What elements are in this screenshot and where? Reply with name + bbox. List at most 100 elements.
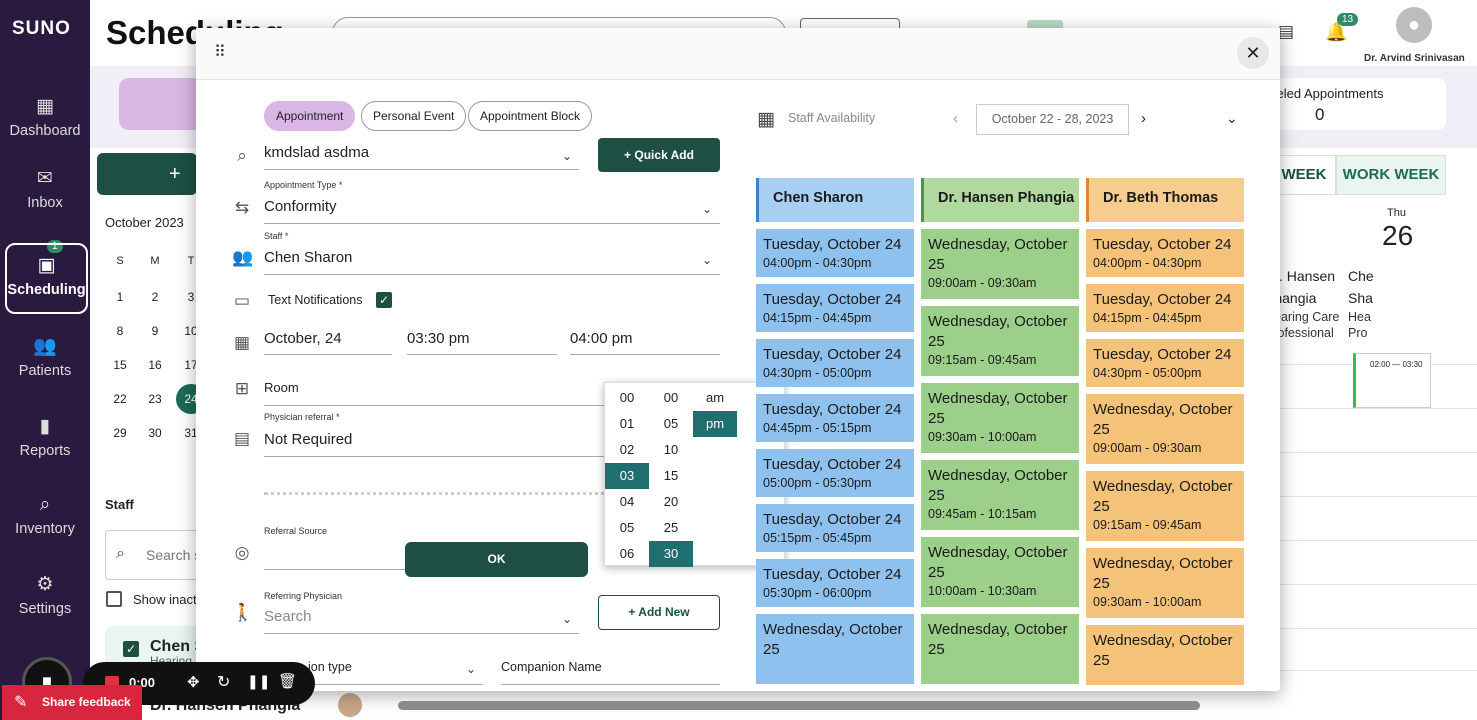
calendar-day[interactable]: 9 [151,324,159,338]
sidebar-item-inbox[interactable]: ✉ Inbox [0,168,90,211]
hour-option[interactable]: 03 [605,463,649,489]
availability-slot[interactable]: Tuesday, October 24 05:00pm - 05:30pm [756,449,914,497]
chevron-down-icon[interactable]: ⌄ [702,202,713,216]
companion-name-input[interactable]: Companion Name [501,660,720,685]
availability-slot[interactable]: Tuesday, October 24 04:15pm - 04:45pm [1086,284,1244,332]
calendar-day[interactable]: 1 [116,290,124,304]
chevron-down-icon[interactable]: ⌄ [562,149,573,163]
document-icon[interactable]: ▤ [1278,22,1295,41]
availability-slot[interactable]: Wednesday, October 25 09:15am - 09:45am [1086,471,1244,541]
availability-slot[interactable]: Wednesday, October 25 [921,614,1079,684]
tab-week[interactable]: WEEK [1272,155,1336,195]
chevron-down-icon[interactable]: ⌄ [1226,110,1238,126]
appointment-type-select[interactable]: Conformity [264,198,720,224]
availability-slot[interactable]: Tuesday, October 24 05:30pm - 06:00pm [756,559,914,607]
hour-option[interactable]: 02 [619,442,635,457]
availability-slot[interactable]: Tuesday, October 24 05:15pm - 05:45pm [756,504,914,552]
date-input[interactable]: October, 24 [264,330,392,355]
staff-checkbox[interactable]: ✓ [123,641,139,657]
sidebar-item-settings[interactable]: ⚙ Settings [0,574,90,617]
ampm-option[interactable]: am [705,390,725,405]
availability-slot[interactable]: Tuesday, October 24 04:15pm - 04:45pm [756,284,914,332]
availability-slot[interactable]: Tuesday, October 24 04:00pm - 04:30pm [756,229,914,277]
availability-slot[interactable]: Wednesday, October 25 09:00am - 09:30am [921,229,1079,299]
quick-add-button[interactable]: + Quick Add [598,138,720,172]
hour-option[interactable]: 01 [619,416,635,431]
calendar-day[interactable]: 2 [151,290,159,304]
staff-select[interactable]: Chen Sharon [264,249,720,275]
calendar-day[interactable]: 17 [184,358,198,372]
physician-referral-select[interactable]: Not Required [264,431,720,457]
trash-icon[interactable]: 🗑 [278,673,298,690]
date-range-field[interactable]: October 22 - 28, 2023 [976,104,1129,135]
availability-slot[interactable]: Wednesday, October 25 09:45am - 10:15am [921,460,1079,530]
minute-option[interactable]: 00 [663,390,679,405]
sidebar-item-dashboard[interactable]: ▦ Dashboard [0,96,90,139]
hour-option[interactable]: 06 [619,546,635,561]
availability-slot[interactable]: Wednesday, October 25 [1086,625,1244,685]
tab-appointment[interactable]: Appointment [264,101,356,131]
hour-option[interactable]: 05 [619,520,635,535]
minute-option[interactable]: 25 [663,520,679,535]
calendar-day[interactable]: 22 [113,392,127,406]
chevron-left-icon[interactable]: ‹ [953,110,958,127]
chevron-down-icon[interactable]: ⌄ [466,662,477,676]
text-notifications-checkbox[interactable]: ✓ [376,292,392,308]
availability-slot[interactable]: Tuesday, October 24 04:45pm - 05:15pm [756,394,914,442]
minute-option[interactable]: 30 [649,541,693,567]
calendar-day[interactable]: 10 [184,324,198,338]
availability-slot[interactable]: Wednesday, October 25 [756,614,914,684]
add-new-button[interactable]: + Add New [598,595,720,630]
availability-slot[interactable]: Wednesday, October 25 09:00am - 09:30am [1086,394,1244,464]
ampm-option[interactable]: pm [693,411,737,437]
room-select[interactable]: Room [264,380,720,406]
minute-option[interactable]: 15 [663,468,679,483]
move-icon[interactable]: ✥ [187,674,200,691]
tab-work-week[interactable]: WORK WEEK [1336,155,1446,195]
close-icon[interactable]: ✕ [1237,37,1269,69]
availability-slot[interactable]: Tuesday, October 24 04:30pm - 05:00pm [756,339,914,387]
tab-appointment-block[interactable]: Appointment Block [468,101,593,131]
calendar-day[interactable]: 29 [113,426,127,440]
client-search-input[interactable]: kmdslad asdma [264,144,579,170]
referring-physician-input[interactable]: Search [264,608,579,634]
minute-option[interactable]: 10 [663,442,679,457]
calendar-day[interactable]: 15 [113,358,127,372]
new-appointment-button[interactable]: + [97,153,197,195]
restart-icon[interactable]: ↻ [217,674,231,691]
show-inactive-checkbox[interactable] [106,591,122,607]
pause-icon[interactable]: ❚❚ [247,673,271,689]
horizontal-scrollbar[interactable] [398,701,1200,710]
calendar-event[interactable]: 02:00 — 03:30 [1353,353,1431,408]
calendar-day[interactable]: 3 [187,290,195,304]
calendar-day[interactable]: 8 [116,324,124,338]
start-time-input[interactable]: 03:30 pm [407,330,557,355]
sidebar-item-reports[interactable]: ▮ Reports [0,416,90,459]
time-picker-ok-button[interactable]: OK [405,542,588,577]
availability-slot[interactable]: Wednesday, October 25 09:30am - 10:00am [921,383,1079,453]
tab-personal-event[interactable]: Personal Event [361,101,467,131]
sidebar-item-patients[interactable]: 👥 Patients [0,336,90,379]
drag-handle-icon[interactable]: ⠿ [214,44,226,61]
sidebar-item-scheduling[interactable]: ▣ Scheduling [5,243,88,314]
sidebar-item-inventory[interactable]: ⌕ Inventory [0,494,90,537]
chevron-down-icon[interactable]: ⌄ [702,253,713,267]
calendar-day[interactable]: 31 [184,426,198,440]
availability-slot[interactable]: Wednesday, October 25 10:00am - 10:30am [921,537,1079,607]
hour-option[interactable]: 00 [619,390,635,405]
availability-slot[interactable]: Tuesday, October 24 04:00pm - 04:30pm [1086,229,1244,277]
avatar[interactable]: ● [1396,7,1432,43]
minute-option[interactable]: 05 [663,416,679,431]
calendar-day[interactable]: 16 [148,358,162,372]
availability-slot[interactable]: Wednesday, October 25 09:30am - 10:00am [1086,548,1244,618]
chevron-down-icon[interactable]: ⌄ [562,612,573,626]
end-time-input[interactable]: 04:00 pm [570,330,720,355]
companion-type-select[interactable]: ion type [308,660,483,685]
minute-option[interactable]: 20 [663,494,679,509]
calendar-day[interactable]: 30 [148,426,162,440]
hour-option[interactable]: 04 [619,494,635,509]
chevron-right-icon[interactable]: › [1141,110,1146,127]
bell-icon[interactable]: 🔔 [1325,22,1348,42]
calendar-day[interactable]: 23 [148,392,162,406]
availability-slot[interactable]: Tuesday, October 24 04:30pm - 05:00pm [1086,339,1244,387]
